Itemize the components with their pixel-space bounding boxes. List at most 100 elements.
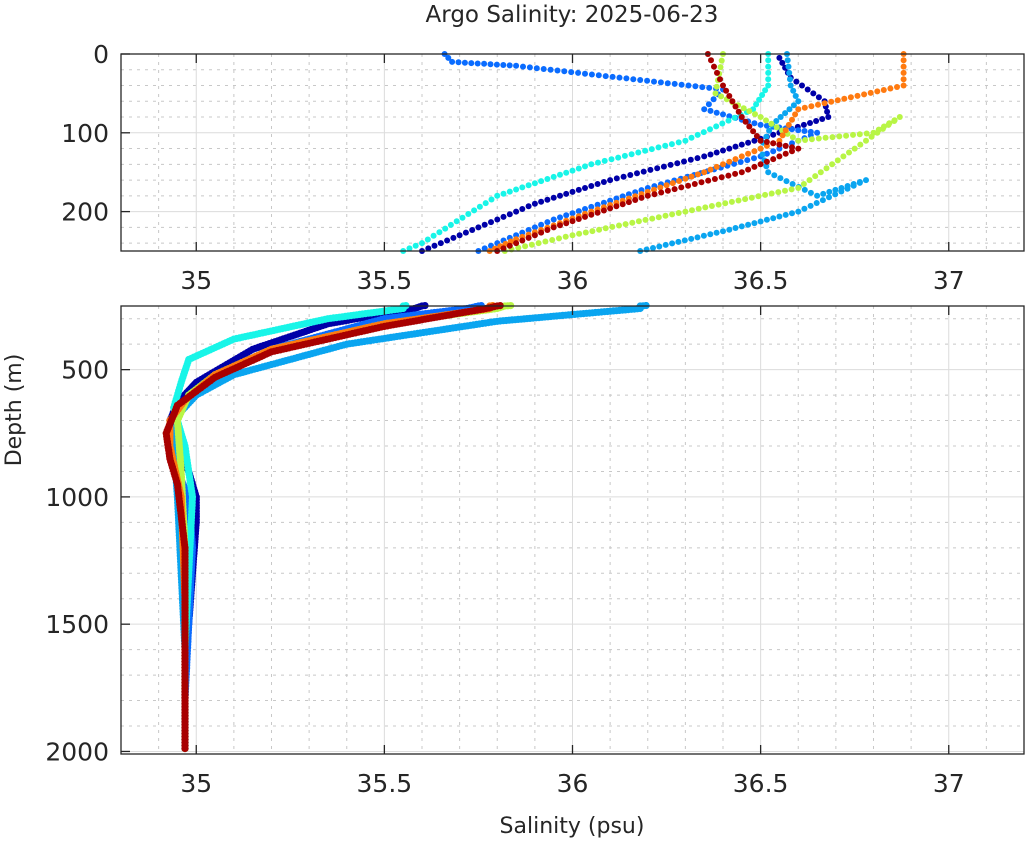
data-point xyxy=(694,171,701,178)
data-point xyxy=(795,208,802,215)
data-point xyxy=(770,148,777,155)
data-point xyxy=(751,163,758,170)
upper-ticks: 35 35.5 36 36.5 37 0 100 200 xyxy=(61,40,964,295)
data-point xyxy=(738,153,745,160)
data-point xyxy=(726,145,733,152)
data-point xyxy=(819,197,826,204)
data-point xyxy=(628,151,635,158)
data-point xyxy=(795,98,802,105)
data-point xyxy=(594,209,601,216)
data-point xyxy=(776,213,783,220)
data-point xyxy=(456,232,463,239)
data-point xyxy=(746,123,753,130)
data-point xyxy=(751,155,757,162)
data-point xyxy=(838,188,845,195)
data-point xyxy=(538,178,545,185)
data-point xyxy=(576,230,583,237)
data-point xyxy=(568,69,575,76)
data-point xyxy=(731,160,738,167)
x-tick-label: 35 xyxy=(180,266,212,295)
data-point xyxy=(759,92,766,98)
data-point xyxy=(538,221,545,228)
data-point xyxy=(595,72,602,79)
data-point xyxy=(748,194,755,201)
data-point xyxy=(728,198,735,205)
data-point xyxy=(706,84,713,91)
data-point xyxy=(768,120,775,127)
data-point xyxy=(525,203,532,210)
data-point xyxy=(406,245,413,252)
data-point xyxy=(544,219,551,226)
data-point xyxy=(519,184,526,191)
profiles-group xyxy=(400,51,907,254)
data-point xyxy=(790,102,797,109)
data-point xyxy=(550,216,557,223)
data-point xyxy=(437,240,444,247)
data-point xyxy=(868,133,875,140)
data-point xyxy=(740,105,747,112)
data-point xyxy=(785,121,792,128)
data-point xyxy=(616,74,623,81)
data-point xyxy=(550,224,557,231)
data-point xyxy=(575,69,582,76)
data-point xyxy=(682,137,689,144)
data-point xyxy=(519,229,526,236)
data-point xyxy=(789,148,795,155)
profiles-group xyxy=(162,302,650,753)
data-point xyxy=(493,61,500,68)
data-point xyxy=(544,176,551,182)
data-point xyxy=(737,159,744,165)
data-point xyxy=(715,201,722,208)
data-point xyxy=(608,156,615,163)
data-point xyxy=(471,207,478,214)
data-point xyxy=(768,190,775,197)
data-point xyxy=(819,116,826,122)
data-point xyxy=(763,158,770,165)
data-point xyxy=(807,202,814,209)
data-point xyxy=(782,142,789,149)
data-point xyxy=(729,98,736,105)
data-point xyxy=(667,161,674,168)
data-point xyxy=(662,241,669,248)
x-tick-label: 36.5 xyxy=(733,266,789,295)
data-point xyxy=(494,216,501,223)
data-point xyxy=(419,240,425,247)
data-point xyxy=(462,229,469,236)
data-point xyxy=(588,203,595,210)
data-point xyxy=(575,208,582,215)
data-point xyxy=(613,175,620,182)
x-tick-label: 36.5 xyxy=(733,769,789,798)
data-point xyxy=(602,73,609,80)
data-point xyxy=(863,130,870,137)
x-tick-label: 35.5 xyxy=(357,769,413,798)
data-point xyxy=(549,237,556,243)
data-point xyxy=(756,96,763,103)
data-point xyxy=(834,157,841,164)
data-point xyxy=(773,118,780,124)
data-point xyxy=(412,242,419,249)
data-point xyxy=(640,168,647,175)
data-point xyxy=(738,169,745,176)
x-tick-label: 36 xyxy=(557,769,589,798)
data-point xyxy=(719,120,726,127)
data-point xyxy=(445,54,452,61)
data-point xyxy=(629,219,636,226)
data-point xyxy=(506,62,513,69)
data-point xyxy=(671,186,678,193)
data-point xyxy=(751,120,758,127)
data-point xyxy=(474,60,481,67)
data-point xyxy=(843,132,850,139)
data-point xyxy=(691,181,698,187)
data-point xyxy=(547,66,554,73)
data-point xyxy=(453,218,460,225)
data-point xyxy=(694,234,701,241)
data-point xyxy=(705,101,712,108)
data-point xyxy=(525,227,532,233)
upper-grid xyxy=(120,53,1025,251)
data-point xyxy=(657,79,664,86)
data-point xyxy=(801,104,808,111)
data-point xyxy=(900,82,907,89)
data-point xyxy=(854,92,861,99)
data-point xyxy=(487,61,494,68)
y-tick-label: 100 xyxy=(61,119,109,148)
